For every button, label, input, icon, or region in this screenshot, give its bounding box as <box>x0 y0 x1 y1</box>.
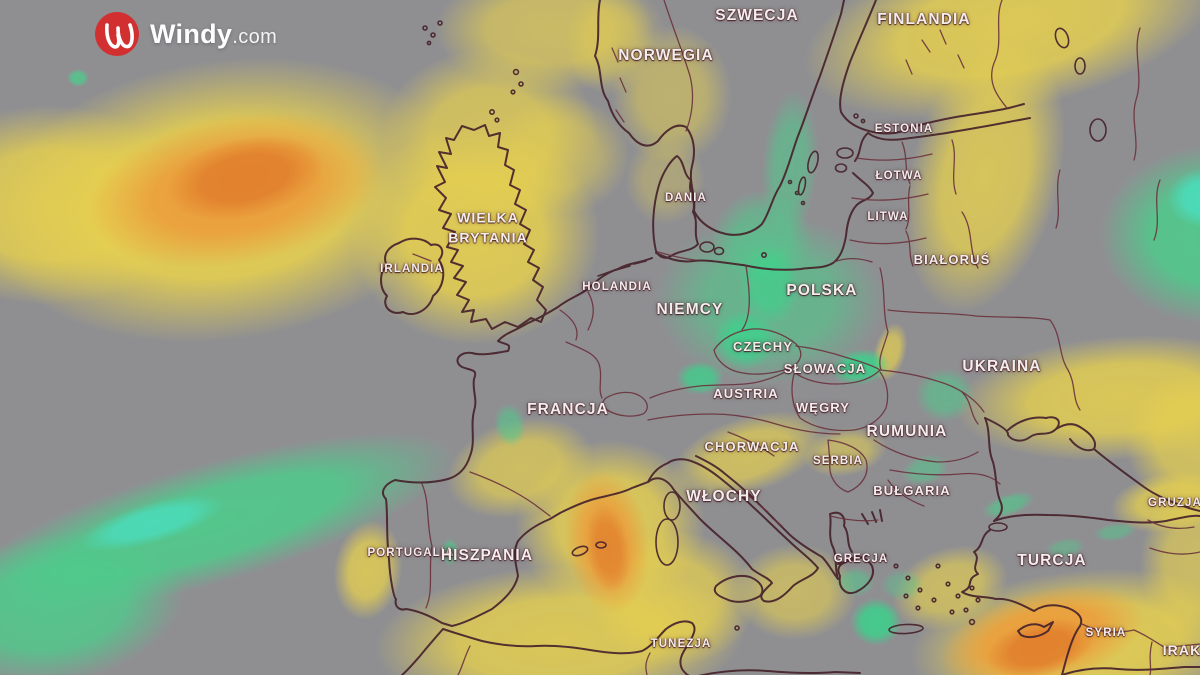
overlay-blob-green <box>0 530 184 675</box>
overlay-blob-green <box>981 491 1035 519</box>
overlay-blob-yellow <box>490 95 630 215</box>
overlay-blob-yellow <box>612 25 732 165</box>
overlay-blob-cyan <box>1167 168 1200 228</box>
overlay-blob-bright <box>740 245 800 325</box>
overlay-blob-deep <box>166 135 324 221</box>
overlay-blob-green <box>67 69 89 87</box>
overlay-blob-green <box>915 368 975 422</box>
country-borders <box>412 0 1200 675</box>
overlay-blob-yellow <box>333 520 403 620</box>
overlay-blob-yellow <box>803 0 1200 119</box>
overlay-blob-deep <box>986 617 1094 675</box>
overlay-blob-cyan <box>79 494 225 552</box>
brand-tld: .com <box>232 25 278 48</box>
windy-logo-icon <box>95 12 139 56</box>
overlay-blob-green <box>835 567 875 597</box>
overlay-blob-yellow <box>733 544 857 640</box>
windy-logo[interactable]: Windy.com <box>94 11 277 57</box>
overlay-blob-bright <box>713 310 777 370</box>
overlay-blob-green <box>493 403 527 447</box>
windy-logo-text: Windy.com <box>150 19 277 50</box>
overlay-blob-yellow <box>671 411 825 499</box>
overlay-blob-bright <box>676 361 724 395</box>
overlay-blob-deep <box>585 503 631 593</box>
overlay-blob-green <box>1045 537 1085 559</box>
overlay-blob-yellow <box>904 37 1066 313</box>
overlay-blob-yellow <box>955 335 1200 461</box>
overlay-blob-bright <box>830 348 890 386</box>
overlay-blob-green <box>1093 522 1137 542</box>
brand-name: Windy <box>150 18 233 49</box>
coastlines <box>380 0 1200 675</box>
overlay-blob-yellow <box>891 545 1009 631</box>
overlay-blob-bright <box>850 598 902 646</box>
overlay-blob-green <box>441 538 459 566</box>
overlay-blob-yellow <box>803 427 887 477</box>
overlay-blob-yellow <box>625 135 705 225</box>
overlay-blob-green <box>880 569 924 601</box>
small-islands <box>422 20 981 631</box>
